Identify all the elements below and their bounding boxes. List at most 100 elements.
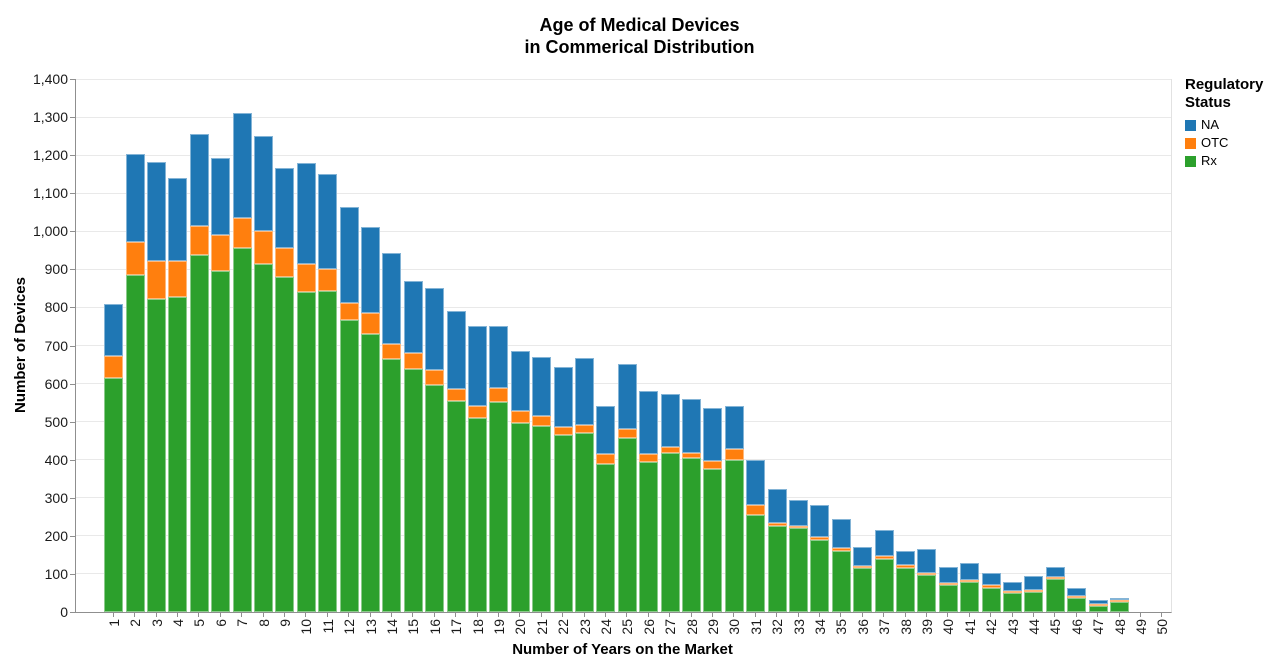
x-tick-mark: [1011, 613, 1013, 617]
x-tick-mark: [840, 613, 842, 617]
bar-segment-na-year-11: [318, 174, 338, 269]
x-tick-mark: [326, 613, 328, 617]
bar-segment-otc-year-16: [425, 370, 445, 386]
bar-segment-rx-year-23: [575, 432, 594, 612]
x-tick-mark: [1054, 613, 1056, 617]
x-tick-mark: [262, 613, 264, 617]
bar-segment-na-year-26: [639, 391, 659, 454]
bar-segment-na-year-32: [767, 489, 787, 523]
bar-year-2: [125, 154, 145, 612]
bar-segment-rx-year-31: [746, 514, 766, 612]
bar-segment-rx-year-1: [104, 377, 124, 612]
bar-segment-otc-year-23: [575, 425, 594, 433]
bar-segment-rx-year-34: [810, 540, 830, 612]
bar-year-34: [810, 505, 830, 612]
x-tick-label-28: 28: [683, 619, 700, 635]
x-tick-mark: [1097, 613, 1099, 617]
bar-year-26: [639, 391, 659, 612]
bar-segment-rx-year-11: [318, 291, 338, 612]
x-tick-mark: [198, 613, 200, 617]
bar-year-11: [318, 174, 338, 612]
y-tick-label-900: 900: [44, 261, 68, 278]
x-tick-label-36: 36: [854, 619, 871, 635]
bar-year-25: [617, 363, 637, 612]
x-tick-mark: [583, 613, 585, 617]
bar-segment-na-year-1: [104, 303, 124, 357]
bar-year-48: [1110, 597, 1129, 612]
bar-segment-otc-year-30: [724, 449, 744, 460]
bar-segment-na-year-44: [1024, 575, 1044, 591]
x-tick-mark: [1032, 613, 1034, 617]
bar-segment-rx-year-38: [896, 568, 915, 612]
x-tick-label-1: 1: [105, 619, 122, 627]
y-tick-mark: [70, 383, 75, 385]
x-tick-mark: [283, 613, 285, 617]
legend-label-na: NA: [1201, 117, 1220, 132]
bar-year-14: [382, 253, 402, 612]
bar-segment-otc-year-22: [553, 426, 573, 436]
bar-segment-otc-year-36: [853, 565, 873, 569]
bar-segment-na-year-6: [211, 157, 231, 236]
gridline-1000: [76, 230, 1171, 232]
x-tick-mark: [754, 613, 756, 617]
x-tick-label-50: 50: [1154, 619, 1171, 635]
x-tick-label-31: 31: [747, 619, 764, 635]
bar-segment-otc-year-19: [489, 388, 509, 402]
y-tick-mark: [70, 79, 75, 80]
bar-year-23: [575, 357, 594, 612]
y-tick-label-700: 700: [44, 337, 68, 354]
bar-segment-otc-year-25: [617, 429, 637, 438]
x-tick-mark: [134, 613, 136, 617]
bar-year-47: [1088, 600, 1108, 612]
bar-segment-rx-year-10: [296, 292, 316, 612]
bar-segment-na-year-19: [489, 326, 509, 389]
x-tick-mark: [455, 613, 457, 617]
bar-segment-na-year-42: [981, 573, 1001, 585]
bar-year-15: [403, 280, 423, 612]
bar-year-8: [254, 136, 273, 612]
y-tick-mark: [70, 345, 75, 347]
x-tick-label-30: 30: [726, 619, 743, 635]
x-tick-mark: [626, 613, 628, 617]
bar-segment-rx-year-21: [532, 425, 552, 612]
bar-segment-na-year-13: [361, 227, 380, 313]
bar-segment-rx-year-16: [425, 385, 445, 612]
bar-segment-otc-year-27: [660, 447, 680, 453]
bar-segment-na-year-15: [403, 280, 423, 354]
x-tick-mark: [305, 613, 307, 617]
bar-segment-rx-year-30: [724, 459, 744, 612]
x-tick-mark: [604, 613, 606, 617]
bar-segment-otc-year-18: [468, 406, 487, 418]
bar-year-28: [682, 398, 701, 612]
bar-segment-otc-year-1: [104, 356, 124, 378]
bar-year-29: [703, 407, 723, 612]
bar-segment-rx-year-41: [960, 581, 980, 612]
bar-year-21: [532, 356, 552, 612]
x-tick-label-18: 18: [469, 619, 486, 635]
bar-segment-rx-year-46: [1067, 597, 1087, 612]
gridline-900: [76, 268, 1171, 270]
bar-segment-otc-year-41: [960, 579, 980, 582]
legend-item-otc: OTC: [1185, 134, 1277, 152]
bar-year-20: [510, 351, 530, 612]
bar-year-16: [425, 287, 445, 612]
bar-segment-na-year-27: [660, 394, 680, 448]
bar-segment-na-year-12: [339, 206, 359, 303]
chart-title: Age of Medical Devices in Commerical Dis…: [0, 14, 1279, 58]
x-tick-label-39: 39: [918, 619, 935, 635]
bar-year-37: [874, 530, 894, 612]
bar-segment-rx-year-42: [981, 587, 1001, 612]
x-tick-label-15: 15: [405, 619, 422, 635]
x-tick-label-12: 12: [341, 619, 358, 635]
bar-segment-na-year-35: [831, 518, 851, 549]
bar-year-19: [489, 326, 509, 612]
bar-segment-rx-year-36: [853, 568, 873, 612]
x-tick-label-47: 47: [1090, 619, 1107, 635]
bar-year-5: [189, 134, 209, 612]
bar-segment-otc-year-33: [789, 525, 808, 529]
y-tick-mark: [70, 193, 75, 195]
bar-segment-otc-year-17: [446, 389, 466, 402]
bar-segment-na-year-36: [853, 546, 873, 566]
y-tick-label-300: 300: [44, 489, 68, 506]
y-tick-label-400: 400: [44, 451, 68, 468]
